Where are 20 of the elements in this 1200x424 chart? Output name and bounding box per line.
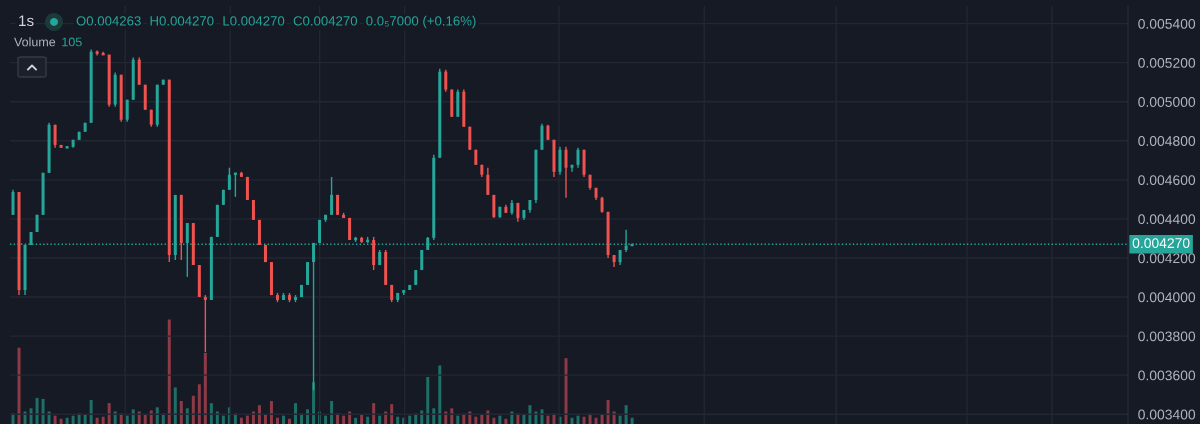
chart-title: 1s <box>19 15 34 27</box>
y-tick-label: 0.003400 <box>1138 409 1196 420</box>
y-tick-label: 0.005200 <box>1138 57 1196 68</box>
annotation: 0.0₅7000 (+0.16%) <box>366 15 476 29</box>
y-tick-label: 0.004600 <box>1138 175 1196 186</box>
annotation: L0.004270 <box>223 16 285 26</box>
annotation: 105 <box>62 37 82 47</box>
y-tick-label: 0.004200 <box>1138 253 1196 264</box>
chart-title: Volume <box>14 37 56 47</box>
y-tick-label: 0.003600 <box>1138 370 1196 381</box>
annotation: O0.004263 <box>76 16 141 26</box>
y-tick-label: 0.005000 <box>1138 97 1196 107</box>
y-tick-label: 0.004000 <box>1138 292 1196 303</box>
annotation: H0.004270 <box>150 16 214 26</box>
ref-line-label: 0.004270 <box>1132 238 1190 249</box>
annotation: C0.004270 <box>293 16 358 26</box>
y-tick-label: 0.003800 <box>1138 331 1196 342</box>
y-tick-label: 0.005400 <box>1138 18 1196 29</box>
y-tick-label: 0.004800 <box>1138 136 1196 146</box>
y-tick-label: 0.004400 <box>1138 214 1196 225</box>
